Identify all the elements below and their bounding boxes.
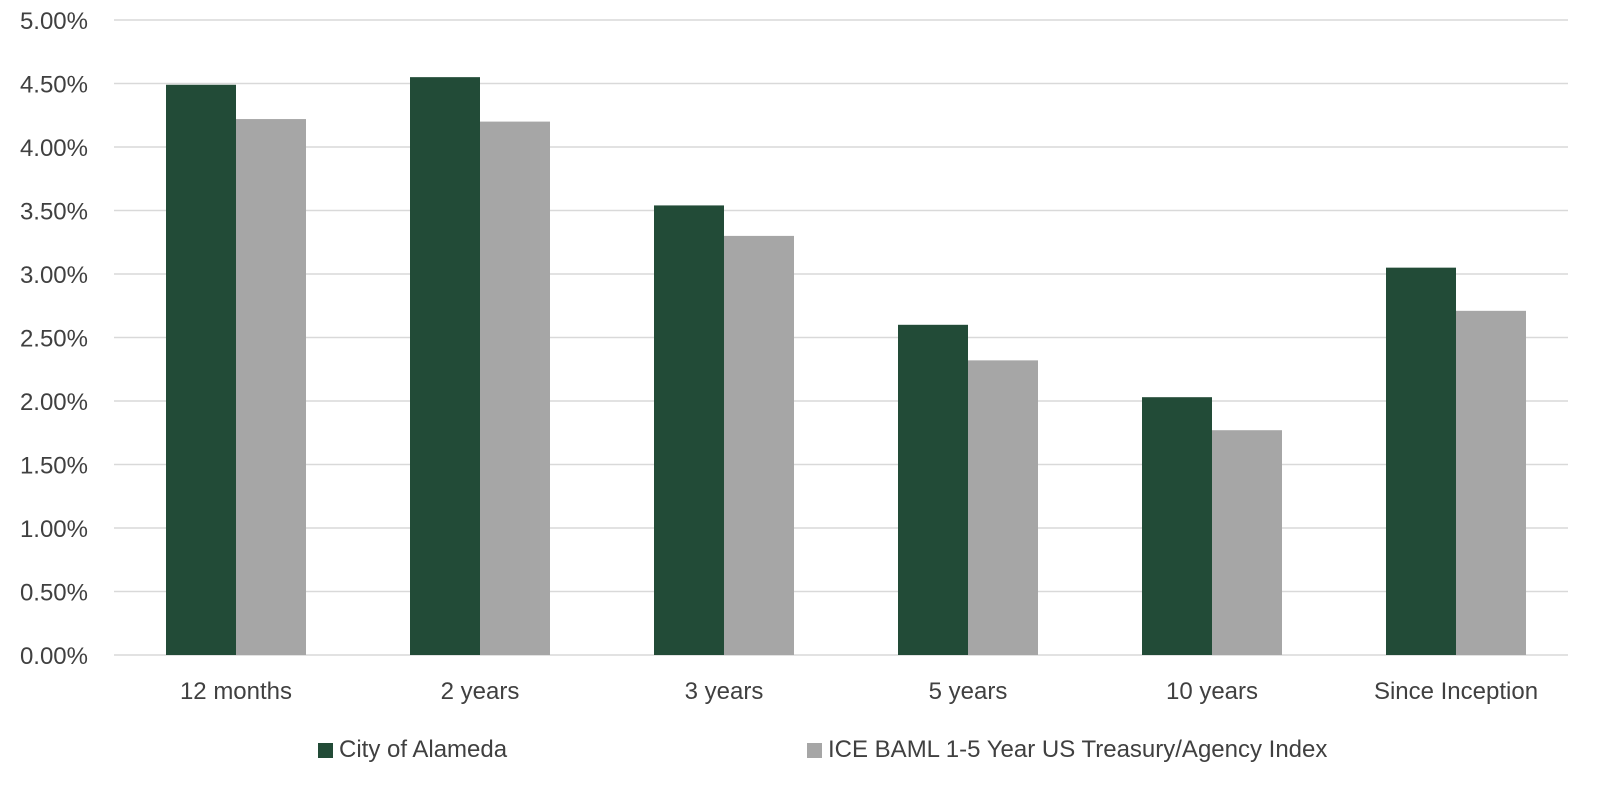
gridlines bbox=[114, 19, 1568, 656]
y-tick-label: 2.50% bbox=[20, 326, 88, 353]
bar-city-of-alameda bbox=[898, 324, 968, 655]
bar-ice-baml-index bbox=[1456, 310, 1526, 655]
y-tick-label: 0.00% bbox=[20, 643, 88, 670]
bar-ice-baml-index bbox=[968, 360, 1038, 655]
x-tick-label: 10 years bbox=[1166, 678, 1258, 705]
y-tick-label: 3.00% bbox=[20, 262, 88, 289]
x-tick-label: 3 years bbox=[685, 678, 764, 705]
x-tick-label: 2 years bbox=[441, 678, 520, 705]
bar-city-of-alameda bbox=[654, 205, 724, 656]
bar-city-of-alameda bbox=[410, 77, 480, 655]
legend-label-city-of-alameda: City of Alameda bbox=[339, 736, 508, 763]
bar-city-of-alameda bbox=[1386, 267, 1456, 655]
y-tick-label: 3.50% bbox=[20, 199, 88, 226]
bar-ice-baml-index bbox=[724, 235, 794, 655]
y-tick-label: 2.00% bbox=[20, 389, 88, 416]
bar-ice-baml-index bbox=[236, 119, 306, 655]
legend-item-ice-baml-index: ICE BAML 1-5 Year US Treasury/Agency Ind… bbox=[807, 736, 1327, 764]
y-tick-label: 1.00% bbox=[20, 516, 88, 543]
y-tick-label: 5.00% bbox=[20, 8, 88, 35]
y-tick-label: 4.00% bbox=[20, 135, 88, 162]
x-tick-label: Since Inception bbox=[1374, 678, 1538, 705]
y-tick-label: 0.50% bbox=[20, 580, 88, 607]
bar-ice-baml-index bbox=[1212, 430, 1282, 655]
y-tick-label: 1.50% bbox=[20, 453, 88, 480]
bars bbox=[166, 77, 1526, 656]
x-tick-label: 12 months bbox=[180, 678, 292, 705]
y-axis-ticks: 0.00% 0.50% 1.00% 1.50% 2.00% 2.50% 3.00% 3.50%… bbox=[20, 8, 88, 670]
bar-city-of-alameda bbox=[166, 84, 236, 655]
x-tick-label: 5 years bbox=[929, 678, 1008, 705]
legend-swatch-ice-baml-index bbox=[807, 742, 822, 758]
y-tick-label: 4.50% bbox=[20, 72, 88, 99]
legend: City of Alameda ICE BAML 1-5 Year US Tre… bbox=[0, 736, 1611, 776]
legend-item-city-of-alameda: City of Alameda bbox=[318, 736, 507, 764]
bar-city-of-alameda bbox=[1142, 397, 1212, 655]
legend-swatch-city-of-alameda bbox=[318, 742, 333, 758]
x-axis-ticks: 12 months 2 years 3 years 5 years 10 years Si… bbox=[180, 678, 1538, 705]
legend-label-ice-baml-index: ICE BAML 1-5 Year US Treasury/Agency Ind… bbox=[828, 736, 1328, 763]
bar-ice-baml-index bbox=[480, 121, 550, 656]
